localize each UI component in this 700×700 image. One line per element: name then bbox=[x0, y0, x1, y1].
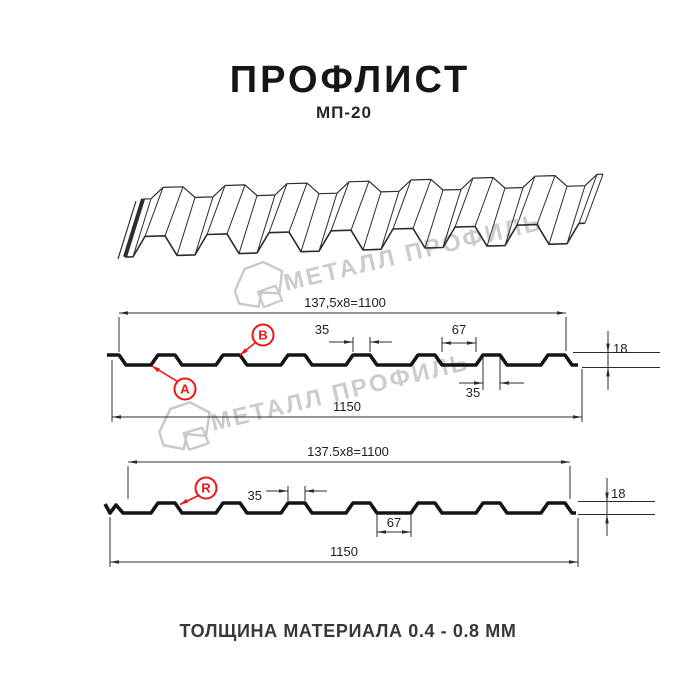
dimension-arrow bbox=[467, 341, 476, 345]
corrugation-edge bbox=[300, 193, 320, 252]
corrugation-edge bbox=[164, 186, 184, 236]
callout-letter: A bbox=[180, 382, 190, 397]
corrugation-edge bbox=[362, 191, 382, 251]
corrugation-edge bbox=[330, 181, 350, 231]
corrugation-edge bbox=[474, 177, 494, 227]
dimension-label: 1150 bbox=[333, 399, 361, 414]
dimension-arrow bbox=[128, 460, 137, 464]
corrugation-edge bbox=[516, 176, 536, 226]
corrugation-edge bbox=[238, 195, 258, 254]
corrugation-edge bbox=[578, 174, 598, 224]
corrugation-edge bbox=[350, 181, 370, 231]
dimension-label: 18 bbox=[611, 486, 625, 501]
callout-r: R bbox=[179, 476, 218, 506]
dimension-arrow bbox=[442, 341, 451, 345]
metall-profil-logo-icon bbox=[158, 401, 211, 451]
corrugation-edge bbox=[144, 187, 164, 237]
dimension-arrow bbox=[605, 492, 609, 502]
corrugation-edge bbox=[536, 175, 556, 225]
profile-3d-view bbox=[117, 173, 604, 260]
corrugation-edge bbox=[206, 185, 226, 235]
dimension-arrow bbox=[344, 340, 353, 344]
material-thickness-note: ТОЛЩИНА МАТЕРИАЛА 0.4 - 0.8 ММ bbox=[180, 621, 517, 641]
dimension-arrow bbox=[279, 489, 288, 493]
dimension-arrow bbox=[110, 560, 119, 564]
dimension-label: 35 bbox=[466, 385, 480, 400]
corrugation-edge bbox=[442, 189, 462, 248]
dimension-arrow bbox=[112, 415, 121, 419]
corrugation-edge bbox=[194, 196, 214, 256]
corrugation-edge bbox=[318, 193, 338, 252]
cross-section-front-side: 137,5x8=1100 35 67 35 18 1150 A B bbox=[107, 295, 660, 422]
callout-arrow bbox=[180, 498, 189, 505]
callout-b: B bbox=[239, 323, 275, 356]
callout-letter: R bbox=[201, 481, 211, 496]
corrugation-edge bbox=[256, 194, 276, 254]
profile-outline bbox=[107, 353, 578, 367]
dimension-label: 137.5x8=1100 bbox=[307, 444, 389, 459]
watermark-text: МЕТАЛЛ ПРОФИЛЬ bbox=[281, 209, 546, 297]
dimension-arrow bbox=[606, 343, 610, 353]
dimension-arrow bbox=[605, 514, 609, 524]
corrugation-edge bbox=[424, 189, 444, 249]
corrugation-edge bbox=[226, 184, 246, 235]
dimension-label: 1150 bbox=[330, 544, 358, 559]
corrugation-edge bbox=[566, 185, 586, 244]
watermark-text: МЕТАЛЛ ПРОФИЛЬ bbox=[208, 349, 473, 437]
back-profile-silhouette bbox=[142, 173, 604, 200]
dimension-arrow bbox=[561, 460, 570, 464]
sheet-left-edge bbox=[123, 198, 145, 258]
callout-circle bbox=[251, 323, 275, 347]
dimension-label: 35 bbox=[248, 488, 262, 503]
dimension-arrow bbox=[573, 415, 582, 419]
callout-letter: B bbox=[258, 328, 267, 343]
dimension-label: 67 bbox=[452, 322, 466, 337]
cross-section-reverse-side: 137.5x8=1100 35 67 18 1150 R bbox=[103, 444, 655, 567]
dimension-arrow bbox=[569, 560, 578, 564]
corrugation-edge bbox=[548, 186, 568, 245]
dimension-label: 18 bbox=[613, 341, 627, 356]
corrugation-edge bbox=[132, 198, 152, 257]
dimension-label: 67 bbox=[387, 515, 401, 530]
corrugation-edge bbox=[454, 177, 474, 228]
corrugation-edge bbox=[380, 191, 400, 250]
dimension-arrow bbox=[402, 530, 411, 534]
callout-arrow bbox=[152, 366, 160, 373]
callout-circle bbox=[173, 377, 197, 401]
corrugation-edge bbox=[288, 182, 308, 233]
dimension-arrow bbox=[474, 381, 483, 385]
profile-outline bbox=[103, 501, 576, 515]
corrugation-edge bbox=[412, 179, 432, 229]
corrugation-edge bbox=[176, 197, 196, 256]
dimension-arrow bbox=[500, 381, 509, 385]
corrugation-edge bbox=[504, 187, 524, 246]
corrugation-edge bbox=[268, 183, 288, 233]
front-profile-silhouette bbox=[124, 222, 586, 258]
dimension-arrow bbox=[370, 340, 379, 344]
dimension-label: 137,5x8=1100 bbox=[304, 295, 386, 310]
callout-a: A bbox=[151, 365, 197, 401]
callout-circle bbox=[194, 476, 218, 500]
sheet-thickness-edge bbox=[117, 200, 137, 260]
dimension-arrow bbox=[119, 311, 128, 315]
corrugation-edge bbox=[486, 187, 506, 247]
page-title: ПРОФЛИСТ bbox=[230, 59, 470, 101]
metall-profil-logo-icon bbox=[233, 260, 284, 309]
dimension-arrow bbox=[305, 489, 314, 493]
dimension-label: 35 bbox=[315, 322, 329, 337]
callout-arrow bbox=[240, 348, 248, 355]
corrugation-edge bbox=[392, 179, 412, 230]
corrugation-edge bbox=[584, 174, 604, 224]
dimension-arrow bbox=[606, 367, 610, 377]
dimension-arrow bbox=[557, 311, 566, 315]
dimension-arrow bbox=[377, 530, 386, 534]
page-subtitle: МП-20 bbox=[316, 103, 372, 122]
